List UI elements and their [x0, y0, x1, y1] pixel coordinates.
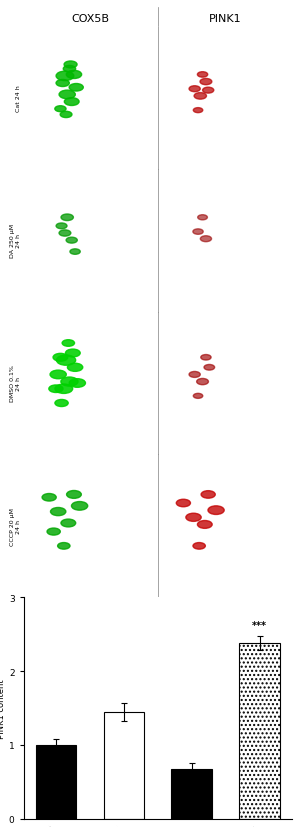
Circle shape	[59, 231, 71, 237]
Circle shape	[203, 88, 214, 94]
Circle shape	[193, 543, 205, 549]
Circle shape	[201, 491, 215, 499]
Circle shape	[61, 215, 73, 222]
Circle shape	[56, 223, 67, 229]
Circle shape	[66, 238, 77, 244]
Text: DMSO 0.1%
24 h: DMSO 0.1% 24 h	[10, 366, 21, 402]
Circle shape	[71, 502, 88, 510]
Circle shape	[197, 521, 212, 528]
Circle shape	[49, 385, 63, 393]
Text: COX5B: COX5B	[72, 14, 110, 24]
Circle shape	[55, 400, 68, 407]
Circle shape	[193, 230, 203, 235]
Circle shape	[55, 107, 66, 112]
Circle shape	[64, 98, 79, 107]
Circle shape	[60, 112, 72, 118]
Text: DA 250 μM
24 h: DA 250 μM 24 h	[10, 224, 21, 258]
Circle shape	[56, 356, 76, 366]
Bar	[239, 643, 280, 819]
Text: CCCP 20 μM
24 h: CCCP 20 μM 24 h	[10, 507, 21, 545]
Circle shape	[62, 340, 75, 347]
Circle shape	[63, 66, 76, 73]
Bar	[171, 768, 212, 819]
Circle shape	[69, 380, 86, 388]
Circle shape	[66, 71, 82, 79]
Circle shape	[197, 379, 209, 385]
Circle shape	[186, 514, 201, 522]
Circle shape	[61, 378, 78, 387]
Circle shape	[67, 491, 81, 499]
Text: ***: ***	[252, 620, 267, 630]
Circle shape	[56, 80, 69, 88]
Bar	[36, 745, 76, 819]
Y-axis label: Relative mitochondrial
PINK1 content: Relative mitochondrial PINK1 content	[0, 661, 6, 756]
Circle shape	[176, 500, 191, 507]
Circle shape	[200, 237, 212, 242]
Text: PINK1: PINK1	[209, 14, 241, 24]
Circle shape	[70, 250, 80, 255]
Circle shape	[198, 215, 207, 221]
Circle shape	[194, 93, 206, 100]
Circle shape	[53, 354, 68, 361]
Circle shape	[61, 519, 76, 528]
Circle shape	[189, 87, 200, 93]
Circle shape	[189, 372, 200, 378]
Circle shape	[208, 506, 224, 515]
Text: Cat 24 h: Cat 24 h	[16, 85, 21, 112]
Circle shape	[65, 350, 80, 357]
Circle shape	[47, 528, 60, 535]
Circle shape	[197, 73, 208, 78]
Circle shape	[55, 385, 73, 394]
Circle shape	[193, 108, 203, 113]
Circle shape	[59, 91, 75, 99]
Circle shape	[50, 508, 66, 516]
Circle shape	[204, 365, 215, 370]
Circle shape	[68, 364, 83, 372]
Circle shape	[200, 79, 212, 86]
Circle shape	[58, 543, 70, 549]
Circle shape	[193, 394, 203, 399]
Circle shape	[69, 84, 83, 92]
Circle shape	[64, 62, 77, 69]
Circle shape	[42, 494, 56, 501]
Bar	[104, 712, 144, 819]
Circle shape	[56, 72, 74, 82]
Circle shape	[201, 355, 211, 361]
Circle shape	[50, 370, 66, 380]
